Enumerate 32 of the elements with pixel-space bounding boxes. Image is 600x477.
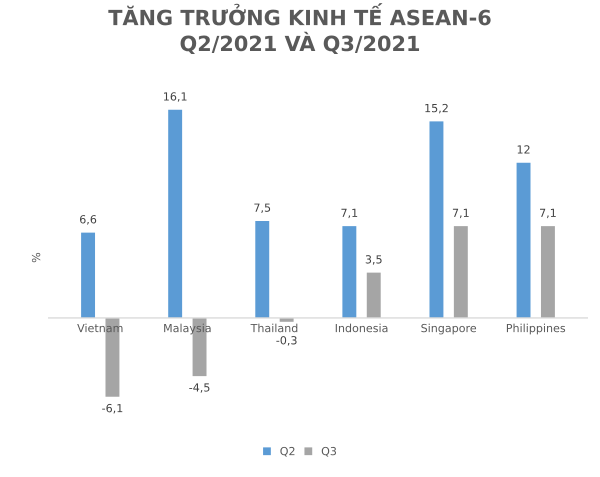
legend-label: Q2 bbox=[280, 446, 294, 457]
data-label: 7,1 bbox=[540, 208, 556, 218]
data-label: 16,1 bbox=[164, 92, 187, 102]
data-label: 15,2 bbox=[425, 104, 448, 114]
x-tick-label: Vietnam bbox=[77, 324, 122, 332]
data-label: 3,5 bbox=[366, 255, 382, 265]
data-label: -6,1 bbox=[102, 404, 122, 414]
x-tick-label: Philippines bbox=[506, 324, 566, 334]
data-label: -0,3 bbox=[276, 336, 297, 346]
chart-title: TĂNG TRƯỞNG KINH TẾ ASEAN-6 Q2/2021 VÀ Q3/2021 bbox=[108, 3, 491, 54]
data-label: 7,1 bbox=[452, 208, 469, 218]
x-tick-label: Thailand bbox=[250, 324, 298, 332]
data-label: 12 bbox=[518, 145, 530, 154]
bar bbox=[516, 162, 531, 318]
x-tick-label: Malaysia bbox=[164, 324, 211, 334]
bar bbox=[81, 232, 96, 318]
bar bbox=[280, 318, 294, 322]
x-tick-label: Indonesia bbox=[336, 324, 388, 332]
x-tick-label: Singapore bbox=[421, 324, 476, 334]
bar bbox=[540, 226, 555, 318]
bar bbox=[342, 226, 356, 318]
bar bbox=[255, 220, 270, 318]
legend-label: Q3 bbox=[322, 446, 336, 457]
bar bbox=[168, 110, 182, 318]
data-label: 6,6 bbox=[80, 215, 96, 225]
data-label: 7,5 bbox=[254, 204, 270, 213]
y-axis-title: % bbox=[32, 252, 40, 262]
data-label: -4,5 bbox=[189, 383, 210, 393]
data-label: 7,1 bbox=[341, 208, 358, 218]
bar bbox=[429, 121, 444, 318]
bar bbox=[454, 226, 468, 318]
bar bbox=[366, 272, 381, 318]
